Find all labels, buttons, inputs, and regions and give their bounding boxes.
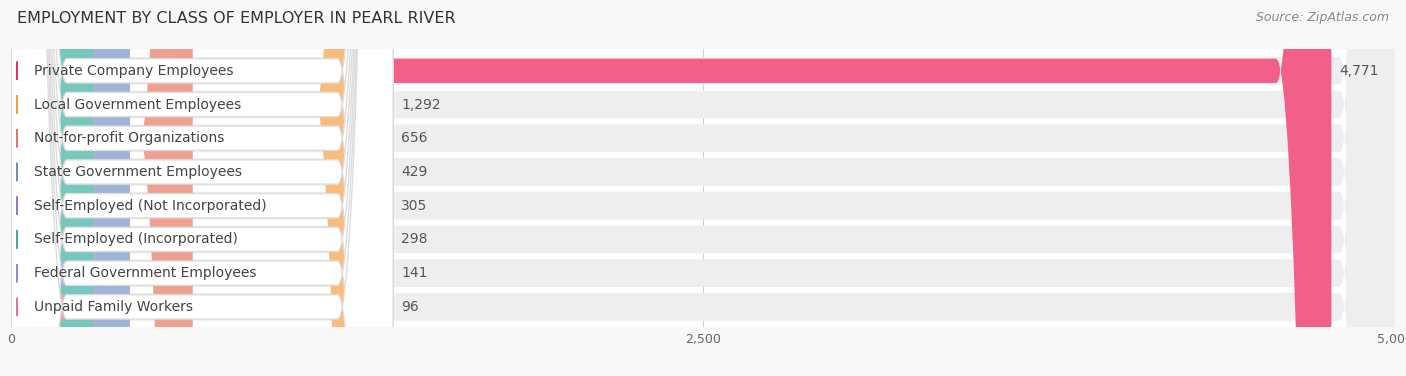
Text: Source: ZipAtlas.com: Source: ZipAtlas.com xyxy=(1256,11,1389,24)
Text: 96: 96 xyxy=(401,300,419,314)
Text: Federal Government Employees: Federal Government Employees xyxy=(34,266,256,280)
FancyBboxPatch shape xyxy=(11,0,1395,376)
FancyBboxPatch shape xyxy=(11,0,394,376)
Text: 656: 656 xyxy=(401,131,427,145)
Text: 4,771: 4,771 xyxy=(1340,64,1379,78)
FancyBboxPatch shape xyxy=(0,0,66,376)
FancyBboxPatch shape xyxy=(11,0,1395,376)
Text: 429: 429 xyxy=(401,165,427,179)
FancyBboxPatch shape xyxy=(11,0,1395,376)
FancyBboxPatch shape xyxy=(11,0,394,376)
FancyBboxPatch shape xyxy=(11,0,94,376)
FancyBboxPatch shape xyxy=(11,0,394,376)
FancyBboxPatch shape xyxy=(11,0,1331,376)
Text: Unpaid Family Workers: Unpaid Family Workers xyxy=(34,300,193,314)
FancyBboxPatch shape xyxy=(11,0,394,376)
FancyBboxPatch shape xyxy=(11,0,394,376)
FancyBboxPatch shape xyxy=(11,0,394,376)
FancyBboxPatch shape xyxy=(11,0,193,376)
FancyBboxPatch shape xyxy=(11,0,129,376)
Text: Not-for-profit Organizations: Not-for-profit Organizations xyxy=(34,131,224,145)
FancyBboxPatch shape xyxy=(0,0,66,376)
Text: Private Company Employees: Private Company Employees xyxy=(34,64,233,78)
Text: Self-Employed (Incorporated): Self-Employed (Incorporated) xyxy=(34,232,238,246)
FancyBboxPatch shape xyxy=(11,0,368,376)
FancyBboxPatch shape xyxy=(11,0,1395,376)
FancyBboxPatch shape xyxy=(11,0,394,376)
FancyBboxPatch shape xyxy=(11,0,1395,376)
Text: 141: 141 xyxy=(401,266,427,280)
Text: 1,292: 1,292 xyxy=(401,97,441,112)
FancyBboxPatch shape xyxy=(11,0,1395,376)
FancyBboxPatch shape xyxy=(11,0,1395,376)
Text: Self-Employed (Not Incorporated): Self-Employed (Not Incorporated) xyxy=(34,199,266,213)
FancyBboxPatch shape xyxy=(11,0,1395,376)
FancyBboxPatch shape xyxy=(11,49,1395,327)
Text: 305: 305 xyxy=(401,199,427,213)
Text: State Government Employees: State Government Employees xyxy=(34,165,242,179)
Text: Local Government Employees: Local Government Employees xyxy=(34,97,240,112)
FancyBboxPatch shape xyxy=(11,0,96,376)
Text: EMPLOYMENT BY CLASS OF EMPLOYER IN PEARL RIVER: EMPLOYMENT BY CLASS OF EMPLOYER IN PEARL… xyxy=(17,11,456,26)
FancyBboxPatch shape xyxy=(11,0,394,376)
Text: 298: 298 xyxy=(401,232,427,246)
